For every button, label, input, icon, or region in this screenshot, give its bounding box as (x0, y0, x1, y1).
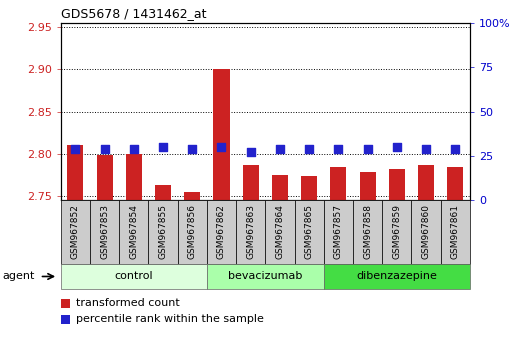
Bar (272, 175, 288, 200)
Point (100, 146, 109, 152)
Point (188, 146, 196, 152)
Point (363, 146, 372, 152)
Text: GSM967857: GSM967857 (334, 204, 343, 259)
Point (393, 144, 401, 150)
Bar (418, 165, 434, 200)
Point (334, 146, 343, 152)
Text: GSM967862: GSM967862 (217, 204, 226, 259)
Text: GSM967853: GSM967853 (100, 204, 109, 259)
Text: dibenzazepine: dibenzazepine (356, 272, 437, 281)
Point (217, 144, 225, 150)
Text: GSM967861: GSM967861 (451, 204, 460, 259)
Point (129, 146, 138, 152)
Text: transformed count: transformed count (76, 298, 179, 308)
Text: GSM967859: GSM967859 (392, 204, 401, 259)
Text: GSM967856: GSM967856 (188, 204, 197, 259)
Bar (331, 167, 346, 200)
Bar (97, 155, 112, 200)
Text: GSM967852: GSM967852 (71, 204, 80, 259)
Point (276, 146, 284, 152)
Text: GSM967855: GSM967855 (158, 204, 167, 259)
Bar (301, 176, 317, 200)
Bar (360, 172, 375, 200)
Text: percentile rank within the sample: percentile rank within the sample (76, 314, 263, 324)
Point (422, 146, 430, 152)
Text: control: control (115, 272, 153, 281)
Bar (243, 165, 259, 200)
Text: GSM967863: GSM967863 (246, 204, 255, 259)
Point (305, 146, 314, 152)
Point (247, 149, 255, 155)
Text: agent: agent (3, 272, 35, 281)
Text: GSM967860: GSM967860 (421, 204, 430, 259)
Point (71, 146, 80, 152)
Text: bevacizumab: bevacizumab (228, 272, 303, 281)
Bar (447, 167, 464, 200)
Bar (184, 193, 200, 200)
Text: GSM967864: GSM967864 (276, 204, 285, 259)
Bar (67, 145, 83, 200)
Bar (155, 185, 171, 200)
Bar (126, 154, 142, 200)
Text: GDS5678 / 1431462_at: GDS5678 / 1431462_at (61, 7, 206, 21)
Bar (389, 169, 405, 200)
Point (451, 146, 459, 152)
Text: GSM967865: GSM967865 (305, 204, 314, 259)
Text: GSM967858: GSM967858 (363, 204, 372, 259)
Point (159, 144, 167, 150)
Bar (213, 69, 230, 200)
Text: GSM967854: GSM967854 (129, 204, 138, 259)
